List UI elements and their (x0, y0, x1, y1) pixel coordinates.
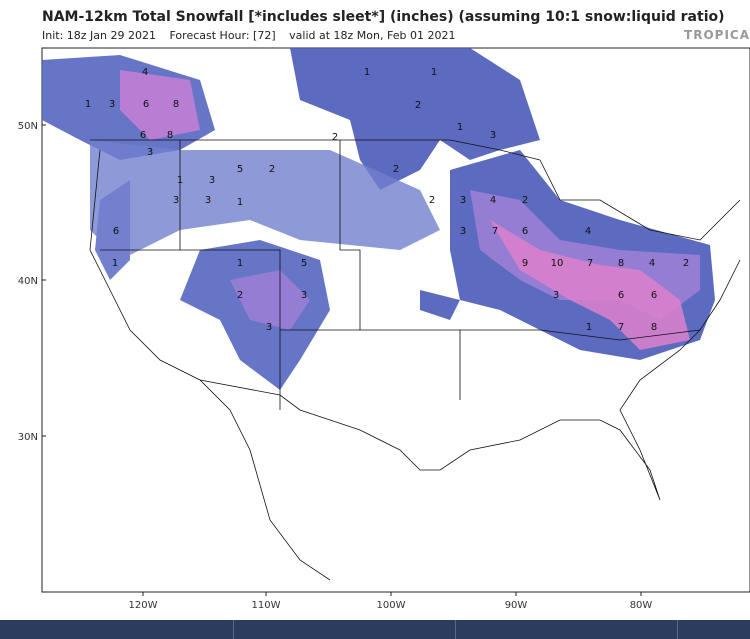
lat-label: 30N (18, 432, 38, 443)
snow-label: 8 (167, 130, 173, 141)
snow-label: 2 (429, 195, 435, 206)
snow-label: 1 (431, 67, 437, 78)
snow-label: 6 (618, 290, 624, 301)
bottom-toolbar (0, 620, 750, 639)
snow-label: 3 (553, 290, 559, 301)
snow-label: 2 (522, 195, 528, 206)
lon-label: 100W (377, 600, 406, 611)
snow-label: 8 (651, 322, 657, 333)
snow-label: 6 (651, 290, 657, 301)
snow-label: 6 (143, 99, 149, 110)
snow-label: 1 (237, 197, 243, 208)
snow-label: 2 (332, 132, 338, 143)
subtitle: Init: 18z Jan 29 2021 Forecast Hour: [72… (42, 29, 465, 42)
valid-time: valid at 18z Mon, Feb 01 2021 (289, 29, 456, 42)
snow-label: 1 (85, 99, 91, 110)
snow-label: 10 (551, 258, 564, 269)
snow-label: 1 (112, 258, 118, 269)
lat-label: 40N (18, 276, 38, 287)
snow-label: 5 (301, 258, 307, 269)
snow-label: 3 (460, 226, 466, 237)
snow-label: 6 (140, 130, 146, 141)
snow-label: 2 (237, 290, 243, 301)
snow-label: 3 (266, 322, 272, 333)
snow-label: 2 (269, 164, 275, 175)
snow-label: 4 (585, 226, 591, 237)
snow-label: 1 (237, 258, 243, 269)
snow-label: 3 (173, 195, 179, 206)
snow-label: 7 (618, 322, 624, 333)
snow-label: 8 (618, 258, 624, 269)
snow-label: 3 (205, 195, 211, 206)
init-time: Init: 18z Jan 29 2021 (42, 29, 156, 42)
snow-label: 3 (301, 290, 307, 301)
snow-label: 8 (173, 99, 179, 110)
snow-label: 3 (490, 130, 496, 141)
snow-label: 1 (586, 322, 592, 333)
lat-label: 50N (18, 121, 38, 132)
snow-label: 1 (177, 175, 183, 186)
lon-label: 110W (252, 600, 281, 611)
brand: TROPICA (684, 28, 750, 42)
snow-label: 5 (237, 164, 243, 175)
divider (677, 620, 678, 639)
snow-label: 1 (364, 67, 370, 78)
snow-label: 6 (113, 226, 119, 237)
title: NAM-12km Total Snowfall [*includes sleet… (42, 9, 725, 25)
snow-label: 1 (457, 122, 463, 133)
snow-label: 2 (393, 164, 399, 175)
snow-label: 3 (147, 147, 153, 158)
snow-label: 2 (683, 258, 689, 269)
snow-label: 3 (460, 195, 466, 206)
divider (455, 620, 456, 639)
snow-label: 3 (109, 99, 115, 110)
lon-label: 90W (505, 600, 528, 611)
snow-label: 4 (649, 258, 655, 269)
lon-label: 120W (129, 600, 158, 611)
lon-label: 80W (630, 600, 653, 611)
forecast-hour: Forecast Hour: [72] (169, 29, 276, 42)
snow-label: 2 (415, 100, 421, 111)
snow-label: 9 (522, 258, 528, 269)
snow-label: 6 (522, 226, 528, 237)
snow-label: 3 (209, 175, 215, 186)
divider (233, 620, 234, 639)
snow-label: 4 (142, 67, 148, 78)
snowfall-shading (42, 48, 715, 390)
snow-label: 7 (492, 226, 498, 237)
snow-label: 7 (587, 258, 593, 269)
snow-label: 4 (490, 195, 496, 206)
boundaries (89, 139, 741, 581)
